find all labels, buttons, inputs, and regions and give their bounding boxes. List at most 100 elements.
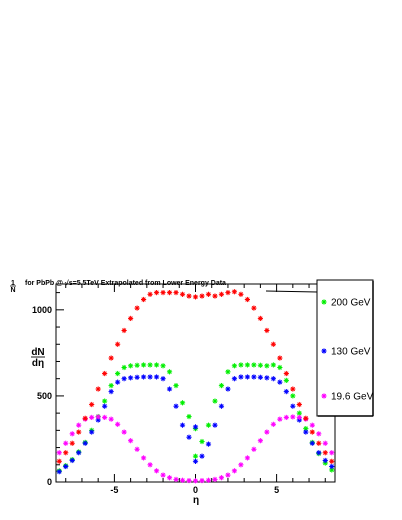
data-point [251,362,257,368]
data-point [121,429,127,435]
data-point [212,422,218,428]
data-point [231,468,238,474]
legend-label: 200 GeV [331,298,371,309]
title-fraction-denominator: N [10,287,15,294]
data-point [140,362,147,368]
data-point [102,414,108,421]
data-point [69,440,75,446]
data-point [134,362,140,368]
legend-marker [321,348,327,354]
y-tick-label: 0 [47,477,52,487]
data-point [316,450,322,456]
data-point [102,398,108,404]
data-point [251,374,257,380]
data-point [270,362,276,368]
data-point [76,429,82,435]
legend-entries: 200 GeV 130 GeV 19.6 GeV [321,298,374,403]
data-point [147,291,153,297]
data-point [290,386,296,392]
data-point [231,363,238,369]
x-axis-label: η [193,495,199,506]
data-point [212,293,218,299]
data-point [166,290,173,296]
data-point [153,468,160,474]
data-point [89,414,95,421]
data-point [56,469,62,475]
data-point [63,440,69,446]
data-point [179,477,186,483]
data-point [173,403,179,409]
data-point [225,290,231,296]
data-point [192,458,199,464]
data-point [199,453,205,459]
data-point [303,415,309,421]
data-point [69,431,75,437]
data-point [186,434,192,440]
data-point [238,374,244,380]
data-point [309,422,315,428]
data-point [277,364,283,371]
data-point [128,375,134,381]
data-point [296,401,302,408]
data-point [283,414,289,421]
data-point [303,429,309,435]
data-point [108,355,114,361]
data-point [251,446,257,452]
data-point [192,478,199,484]
data-point [147,362,153,368]
data-point [89,429,95,435]
data-point [264,429,270,435]
data-point [244,455,251,461]
data-point [270,421,276,427]
data-point [290,393,296,399]
legend-label: 130 GeV [331,347,371,358]
data-point [102,370,108,377]
data-point [186,478,192,484]
data-point [140,296,147,303]
data-point [147,462,153,468]
data-point [160,363,166,369]
data-points [56,289,335,484]
data-point [153,290,160,296]
data-point [128,315,134,322]
data-point [192,424,199,430]
data-point [160,290,166,296]
data-point [316,440,322,446]
data-point [108,382,114,389]
data-point [153,374,160,380]
data-point [264,363,270,369]
x-tick-label: 5 [274,485,279,495]
data-point [115,379,121,385]
data-point [251,305,257,311]
data-point [115,421,121,427]
title-text: for PbPb @ √s=5.5TeV Extrapolated from L… [25,279,226,287]
data-point [218,403,225,409]
y-axis-label-numerator: dN [31,347,44,358]
data-point [205,441,212,447]
plot-frame [55,283,336,483]
data-point [296,414,302,421]
data-point [283,370,289,377]
data-point [205,291,212,297]
data-point [102,403,108,409]
data-point [160,472,166,478]
data-point [173,290,179,296]
y-tick-label: 500 [37,391,52,401]
chart-title: 1 N for PbPb @ √s=5.5TeV Extrapolated fr… [10,279,226,294]
data-point [290,403,296,409]
data-point [329,463,335,470]
x-tick-labels: -5 0 5 [110,485,279,495]
data-point [134,305,140,311]
data-point [225,472,231,478]
data-point [95,414,101,420]
data-point [283,389,289,395]
data-point [257,315,263,322]
data-point [160,376,166,382]
data-point [309,429,315,435]
data-point [147,374,153,380]
data-point [212,398,218,404]
data-point [199,293,205,299]
data-point [63,463,69,470]
data-point [128,363,134,369]
